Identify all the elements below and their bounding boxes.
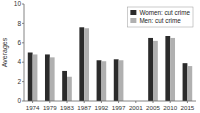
bar: [187, 66, 192, 101]
bar: [50, 57, 55, 101]
legend-label: Men: cut crime: [139, 17, 181, 24]
bar: [148, 38, 153, 101]
x-tick-label: 2015: [181, 104, 195, 111]
bar: [67, 77, 72, 101]
x-tick-label: 2010: [163, 104, 177, 111]
bar: [101, 61, 106, 101]
bar: [170, 38, 175, 101]
bar: [28, 53, 33, 102]
y-tick: [22, 101, 24, 102]
bar: [153, 41, 158, 101]
x-tick-label: 1974: [26, 104, 40, 111]
chart-container: 0246810197419791983198719921997200120052…: [0, 0, 200, 113]
legend-swatch: [130, 10, 136, 15]
bar: [165, 36, 170, 101]
legend-label: Women: cut crime: [139, 9, 190, 16]
x-tick-label: 1979: [43, 104, 57, 111]
x-tick-label: 1983: [60, 104, 74, 111]
bar: [114, 59, 119, 101]
bar: [79, 27, 84, 101]
y-tick-label: 2: [17, 78, 21, 85]
bar: [45, 54, 50, 101]
y-axis-label: Averages: [1, 37, 9, 67]
y-tick: [22, 42, 24, 43]
y-tick-label: 10: [14, 0, 22, 7]
legend-box: [127, 7, 193, 27]
x-tick-label: 1992: [95, 104, 109, 111]
y-axis-line: [24, 4, 25, 101]
legend: Women: cut crimeMen: cut crime: [127, 7, 193, 27]
x-tick-label: 1997: [112, 104, 126, 111]
y-tick: [22, 4, 24, 5]
bars: [28, 27, 192, 101]
y-tick: [22, 23, 24, 24]
bar: [183, 63, 188, 101]
x-tick-label: 2005: [146, 104, 160, 111]
bar: [62, 71, 67, 101]
bar: [97, 60, 102, 101]
chart-svg: 0246810197419791983198719921997200120052…: [0, 0, 200, 113]
legend-swatch: [130, 18, 136, 23]
bar: [84, 28, 89, 101]
bar: [33, 54, 38, 101]
y-tick-label: 0: [17, 97, 21, 104]
y-tick-label: 8: [17, 20, 21, 27]
y-tick: [22, 62, 24, 63]
y-tick-label: 6: [17, 39, 21, 46]
y-tick: [22, 81, 24, 82]
x-tick-label: 2001: [129, 104, 143, 111]
y-tick-label: 4: [17, 58, 21, 65]
bar: [119, 60, 124, 101]
x-tick-label: 1987: [77, 104, 91, 111]
